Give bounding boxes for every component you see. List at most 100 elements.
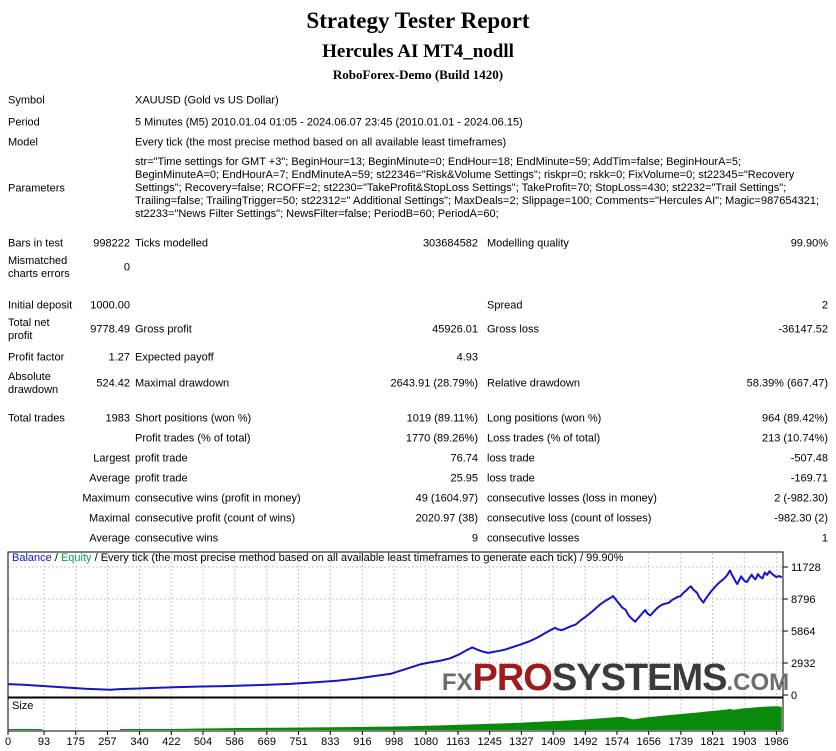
svg-text:2932: 2932 [791, 658, 815, 670]
legend-separator: / [51, 552, 61, 564]
row-value: 2643.91 (28.79%) [390, 377, 478, 390]
row-label: Absolute drawdown [8, 371, 59, 396]
stats-row: Profit trades (% of total) 1770 (89.26%)… [0, 429, 836, 449]
stats-row: Bars in test 998222 Ticks modelled 30368… [0, 234, 836, 254]
stats-row: Average profit trade 25.95 loss trade -1… [0, 469, 836, 489]
svg-text:257: 257 [98, 736, 116, 748]
row-label: Initial deposit [8, 299, 73, 312]
row-value: 998222 [93, 237, 130, 250]
stats-row: Average consecutive wins 9 consecutive l… [0, 529, 836, 549]
stats-row: Maximal consecutive profit (count of win… [0, 509, 836, 529]
info-row-parameters: Parameters str="Time settings for GMT +3… [0, 156, 836, 222]
svg-text:340: 340 [130, 736, 148, 748]
svg-text:916: 916 [353, 736, 371, 748]
legend-equity: Equity [60, 552, 92, 564]
row-value: 2 [821, 299, 828, 312]
row-label: Maximal drawdown [135, 377, 230, 390]
symbol-label: Symbol [8, 94, 45, 107]
info-row-symbol: Symbol XAUUSD (Gold vs US Dollar) [0, 92, 836, 110]
stats-row: Initial deposit 1000.00 Spread 2 [0, 296, 836, 316]
row-value: -507.48 [790, 452, 828, 465]
stats-row: Profit factor 1.27 Expected payoff 4.93 [0, 348, 836, 368]
row-label: loss trade [487, 472, 535, 485]
row-label: Profit factor [8, 351, 65, 364]
svg-text:1739: 1739 [669, 736, 693, 748]
svg-text:1327: 1327 [509, 736, 533, 748]
svg-text:93: 93 [38, 736, 50, 748]
row-label: loss trade [487, 452, 535, 465]
info-row-period: Period 5 Minutes (M5) 2010.01.04 01:05 -… [0, 114, 836, 132]
svg-text:1574: 1574 [605, 736, 629, 748]
row-label: Spread [487, 299, 523, 312]
svg-text:8796: 8796 [791, 594, 815, 606]
row-label: Modelling quality [487, 237, 569, 250]
row-label: Ticks modelled [135, 237, 208, 250]
row-value: 76.74 [450, 452, 478, 465]
row-label: Gross loss [487, 323, 539, 336]
row-label: consecutive profit (count of wins) [135, 512, 296, 525]
row-label: Total net profit [8, 317, 50, 342]
row-value: Average [89, 472, 130, 485]
row-value: 9 [471, 532, 478, 545]
row-label: Loss trades (% of total) [487, 432, 601, 445]
svg-text:1903: 1903 [732, 736, 756, 748]
svg-text:422: 422 [162, 736, 180, 748]
svg-text:1245: 1245 [477, 736, 501, 748]
row-value: -982.30 (2) [774, 512, 828, 525]
row-value: 1 [821, 532, 828, 545]
row-label: Total trades [8, 412, 65, 425]
row-label: Expected payoff [135, 351, 214, 364]
svg-text:1656: 1656 [636, 736, 660, 748]
report-server: RoboForex-Demo (Build 1420) [332, 67, 504, 82]
balance-equity-chart: 0 93 175 257 340 422 504 586 669 751 833 916 998 1080… [5, 551, 821, 748]
row-value: 0 [123, 261, 130, 274]
svg-text:175: 175 [67, 736, 85, 748]
svg-text:11728: 11728 [791, 562, 821, 574]
row-label: consecutive losses [487, 532, 580, 545]
svg-text:833: 833 [321, 736, 339, 748]
stats-row: Maximum consecutive wins (profit in mone… [0, 489, 836, 509]
watermark-pro: PRO [472, 657, 553, 699]
row-value: 99.90% [790, 237, 828, 250]
row-value: 303684582 [422, 237, 478, 250]
row-value: Maximal [89, 512, 130, 525]
row-label: consecutive loss (count of losses) [487, 512, 652, 525]
parameters-value: str="Time settings for GMT +3"; BeginHou… [135, 156, 820, 220]
svg-text:1080: 1080 [414, 736, 438, 748]
period-label: Period [8, 116, 40, 129]
row-value: -36147.52 [778, 323, 828, 336]
row-value: 1.27 [108, 351, 130, 364]
row-value: 2 (-982.30) [774, 492, 828, 505]
svg-text:0: 0 [791, 690, 797, 702]
symbol-value: XAUUSD (Gold vs US Dollar) [135, 94, 279, 107]
row-value: -169.71 [790, 472, 828, 485]
size-panel-label: Size [12, 700, 34, 712]
row-value: 1019 (89.11%) [406, 412, 478, 425]
model-value: Every tick (the most precise method base… [135, 136, 507, 149]
report-subtitle: Hercules AI MT4_nodll [322, 41, 514, 62]
svg-text:504: 504 [194, 736, 212, 748]
legend-balance: Balance [12, 552, 52, 564]
svg-text:669: 669 [258, 736, 276, 748]
row-label: consecutive wins (profit in money) [135, 492, 301, 505]
svg-text:751: 751 [289, 736, 307, 748]
row-label: Gross profit [135, 323, 192, 336]
stats-row: Largest profit trade 76.74 loss trade -5… [0, 449, 836, 469]
row-label: Mismatched charts errors [8, 255, 70, 280]
row-label: Profit trades (% of total) [135, 432, 251, 445]
row-value: 58.39% (667.47) [746, 377, 828, 390]
legend-separator: / [91, 552, 101, 564]
watermark-com: .COM [726, 669, 790, 696]
stats-row: Mismatched charts errors 0 [0, 253, 836, 283]
period-value: 5 Minutes (M5) 2010.01.04 01:05 - 2024.0… [135, 116, 523, 129]
row-value: 1983 [105, 412, 130, 425]
model-label: Model [8, 136, 38, 149]
stats-row: Absolute drawdown 524.42 Maximal drawdow… [0, 369, 836, 399]
row-value: 524.42 [96, 377, 130, 390]
stats-row: Total net profit 9778.49 Gross profit 45… [0, 315, 836, 345]
info-row-model: Model Every tick (the most precise metho… [0, 134, 836, 152]
row-label: Long positions (won %) [487, 412, 602, 425]
row-value: 964 (89.42%) [761, 412, 828, 425]
row-label: consecutive losses (loss in money) [487, 492, 657, 505]
watermark-fx: FX [441, 669, 473, 696]
